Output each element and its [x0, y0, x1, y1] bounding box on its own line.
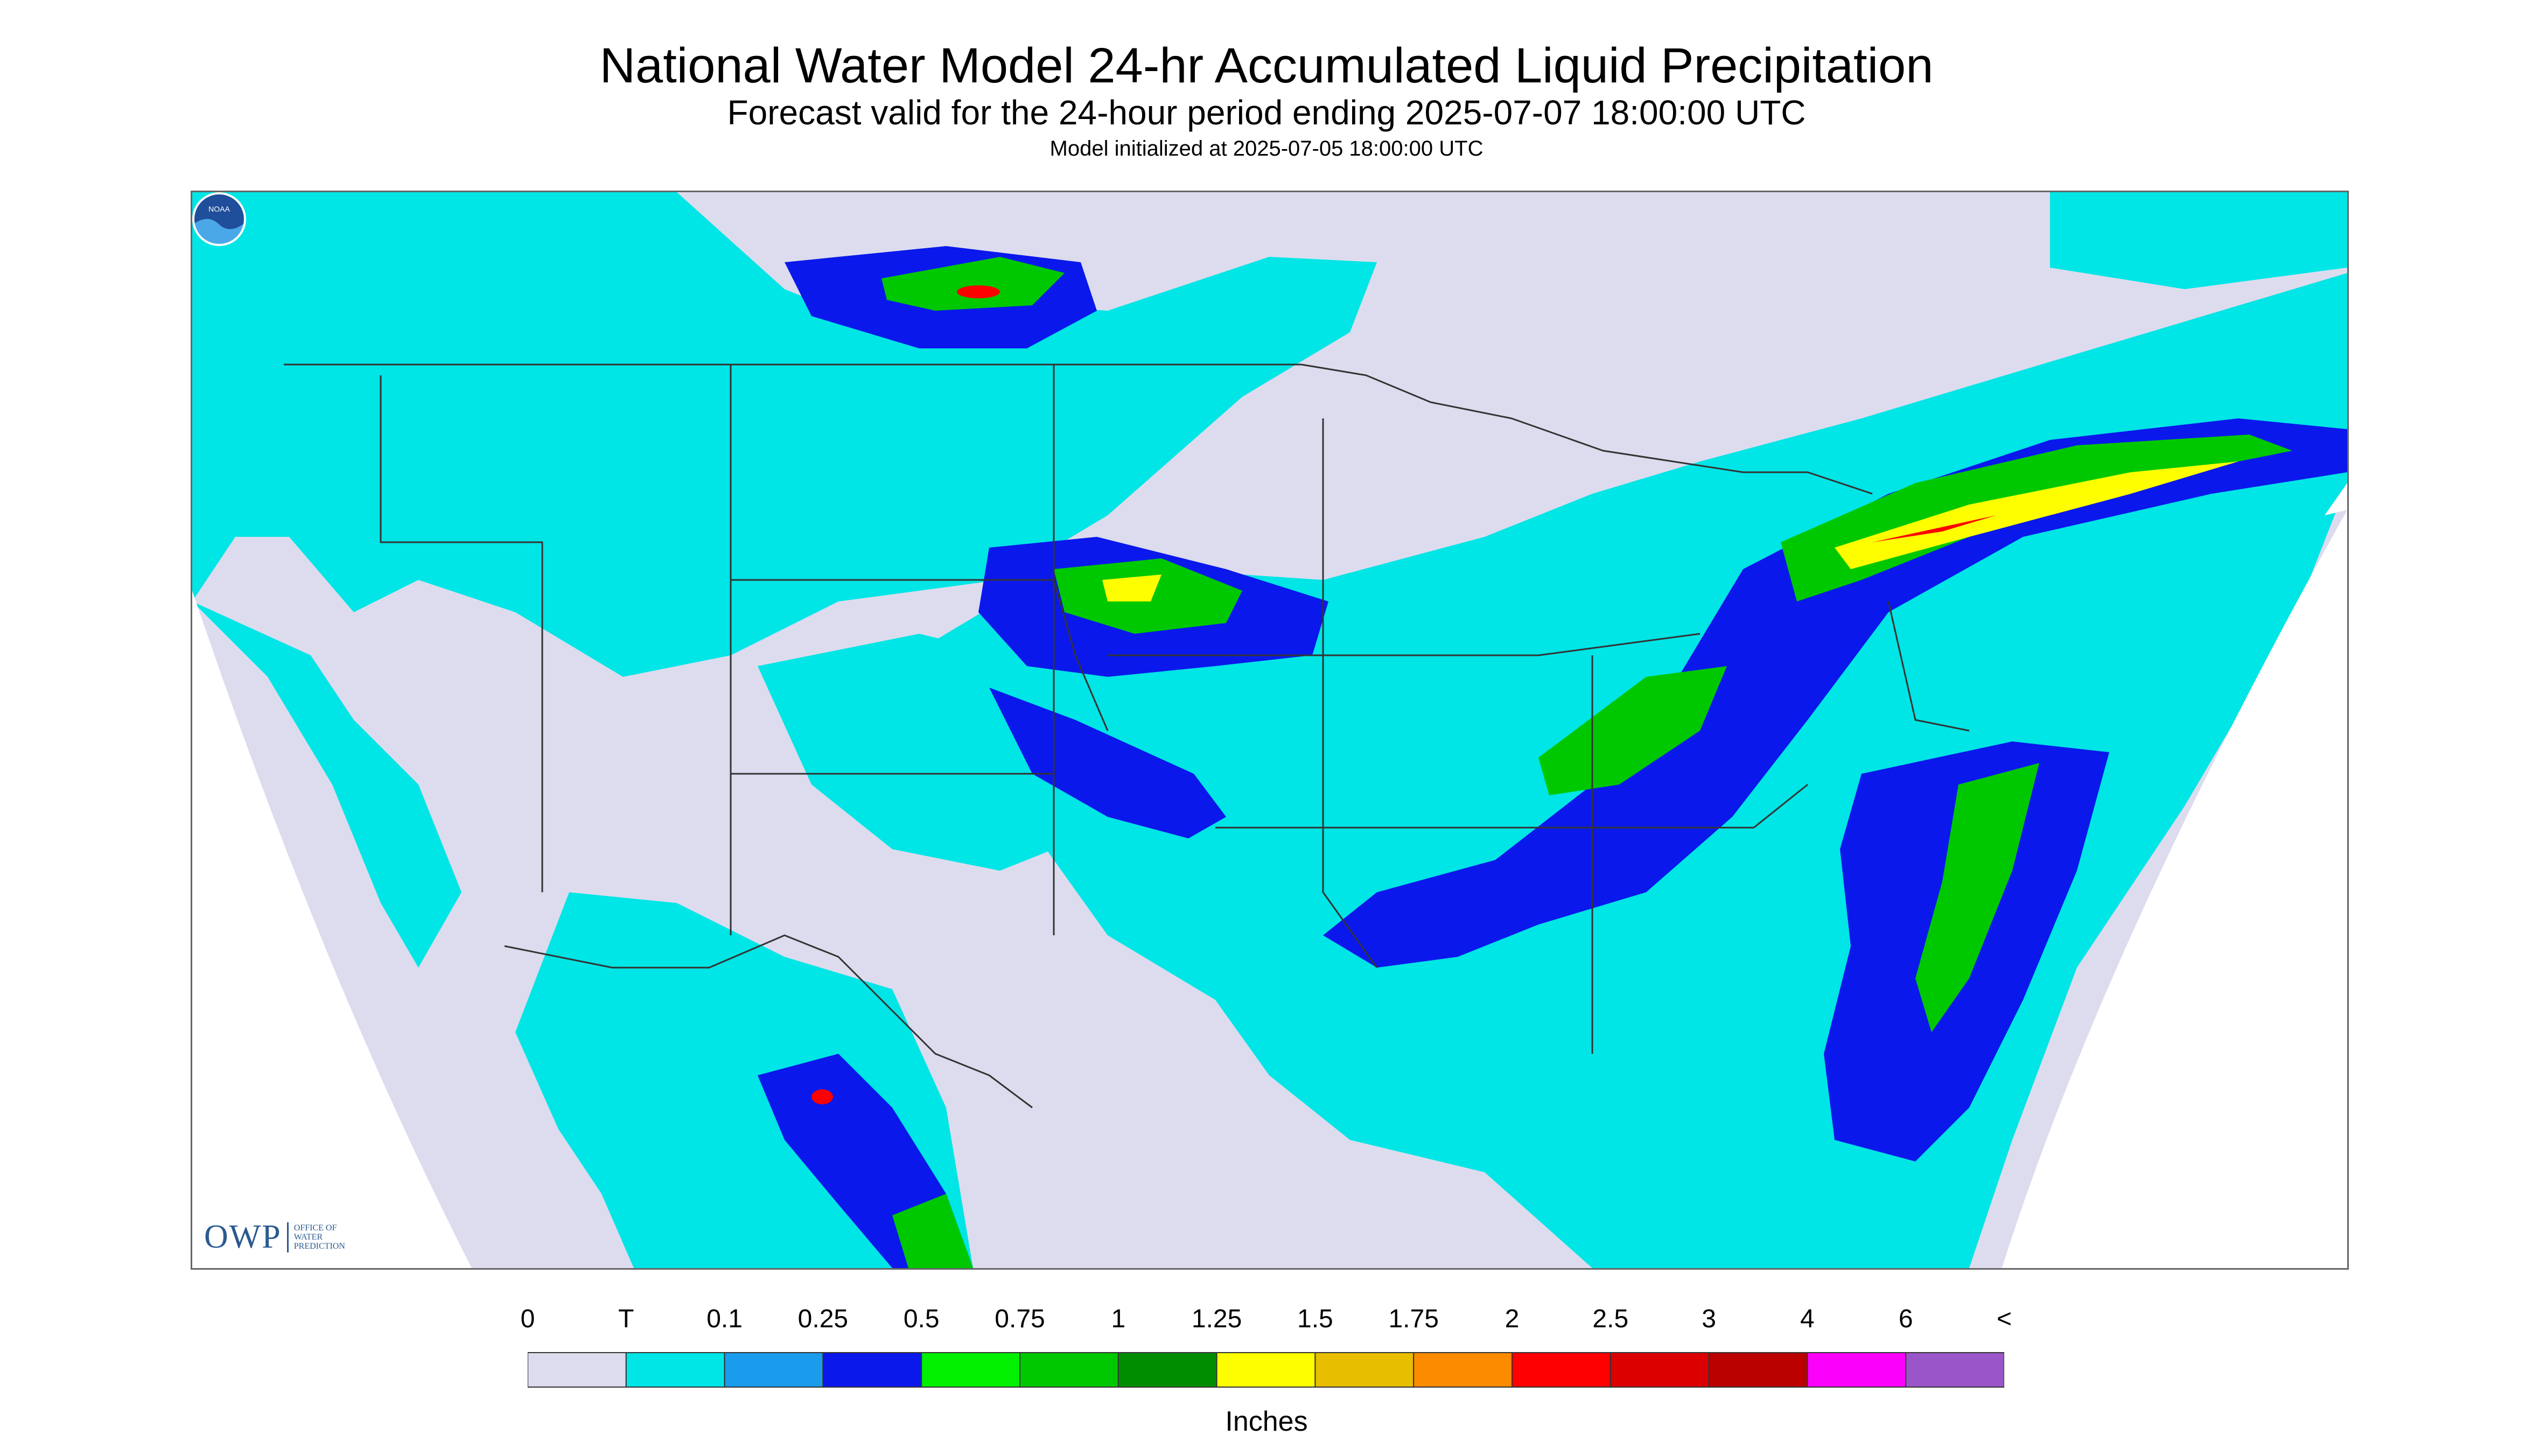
noaa-logo: NOAA: [192, 192, 246, 246]
precip-intense-areas: [811, 285, 2238, 1104]
state-boundaries: [284, 363, 1970, 1109]
legend-tick-label: 0.75: [995, 1305, 1045, 1333]
us-canada-border: [284, 363, 1873, 495]
legend-swatch: [724, 1352, 824, 1388]
legend-swatch: [1314, 1352, 1415, 1388]
map-canvas: [192, 192, 2347, 1268]
band-northeast: [1323, 418, 2347, 968]
state-line-8: [1215, 783, 1808, 829]
model-init-note: Model initialized at 2025-07-05 18:00:00…: [1049, 137, 1484, 160]
owp-logo-subtitle: OFFICE OF WATER PREDICTION: [294, 1223, 345, 1251]
legend-swatch: [1216, 1352, 1316, 1388]
cell-mexico: [892, 1194, 973, 1268]
legend-tick-label: T: [618, 1305, 634, 1333]
owp-logo-divider: [286, 1222, 289, 1252]
owp-logo: OWP OFFICE OF WATER PREDICTION: [204, 1218, 345, 1256]
legend-tick-label: 2: [1505, 1305, 1520, 1333]
owp-sub-line-3: PREDICTION: [293, 1242, 345, 1251]
legend-tick-label: 4: [1800, 1305, 1815, 1333]
max-manitoba-red: [957, 285, 1000, 298]
state-line-10: [1887, 601, 1970, 732]
legend-tick-label: 1.25: [1191, 1305, 1242, 1333]
legend-swatch: [625, 1352, 725, 1388]
legend-tick-label: 6: [1898, 1305, 1913, 1333]
no-data-west: [192, 591, 472, 1268]
legend-swatch: [528, 1352, 627, 1388]
cell-carolinas-offshore: [1915, 763, 2039, 1032]
state-line-7: [1108, 633, 1701, 656]
cell-manitoba: [881, 257, 1065, 311]
legend-swatch: [1610, 1352, 1710, 1388]
legend-units: Inches: [1225, 1406, 1308, 1437]
no-data-east-edge: [2325, 483, 2347, 515]
legend-tick-label: 0.1: [706, 1305, 743, 1333]
legend-swatch: [1413, 1352, 1513, 1388]
legend-tick-label: 1: [1111, 1305, 1126, 1333]
legend-swatch: [921, 1352, 1021, 1388]
trace-central-plains: [758, 634, 1108, 871]
legend-tick-label: 0: [520, 1305, 535, 1333]
legend-swatch: [1117, 1352, 1217, 1388]
max-mexico-red: [811, 1089, 833, 1104]
legend-swatch: [1807, 1352, 1907, 1388]
legend-tick-label: 1.5: [1297, 1305, 1333, 1333]
legend-swatch: [1905, 1352, 2004, 1388]
legend-tick-label: 1.75: [1388, 1305, 1439, 1333]
legend-swatch: [1512, 1352, 1611, 1388]
trace-west-coast: [192, 601, 461, 968]
legend-tick-label: 0.5: [903, 1305, 940, 1333]
precipitation-map[interactable]: OWP OFFICE OF WATER PREDICTION NOAA: [191, 191, 2349, 1270]
us-mexico-border: [504, 934, 1033, 1109]
precip-heavy-areas: [881, 257, 2292, 1268]
legend-tick-label: 2.5: [1592, 1305, 1629, 1333]
noaa-logo-text: NOAA: [208, 205, 230, 213]
band-plains-south: [989, 688, 1226, 838]
state-line-1: [380, 375, 543, 892]
cell-ohio-valley: [1538, 666, 1727, 795]
owp-sub-line-2: WATER: [293, 1233, 323, 1242]
state-line-3: [731, 579, 1109, 731]
legend-tick-label: 0.25: [797, 1305, 849, 1333]
max-northeast-yellow: [1835, 461, 2238, 569]
legend-tick-label: <: [1996, 1305, 2012, 1333]
max-northeast-red: [1872, 515, 1996, 542]
owp-sub-line-1: OFFICE OF: [293, 1223, 337, 1233]
color-legend: [528, 1352, 2004, 1388]
max-dakotas-yellow: [1102, 575, 1161, 601]
state-line-6: [1322, 418, 1378, 968]
owp-logo-text: OWP: [204, 1219, 282, 1255]
legend-swatch: [1708, 1352, 1808, 1388]
legend-tick-label: 3: [1702, 1305, 1716, 1333]
map-subtitle: Forecast valid for the 24-hour period en…: [727, 93, 1806, 132]
no-data-east: [2002, 510, 2347, 1268]
legend-swatch: [822, 1352, 922, 1388]
legend-swatch: [1019, 1352, 1119, 1388]
map-title: National Water Model 24-hr Accumulated L…: [599, 38, 1934, 93]
trace-canada-east: [2050, 192, 2347, 289]
